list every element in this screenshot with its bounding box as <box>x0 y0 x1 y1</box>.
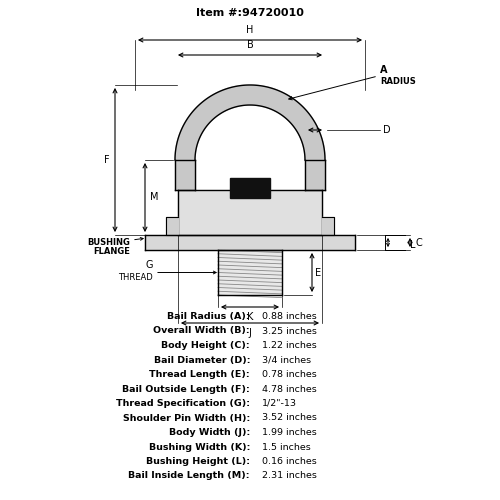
Text: Bail Outside Length (F):: Bail Outside Length (F): <box>122 384 250 394</box>
Text: A: A <box>380 65 388 75</box>
Text: Bushing Height (L):: Bushing Height (L): <box>146 457 250 466</box>
Text: 3.25 inches: 3.25 inches <box>262 326 317 336</box>
Text: BUSHING: BUSHING <box>87 238 130 247</box>
Text: L: L <box>410 240 416 250</box>
Text: J: J <box>248 328 252 338</box>
Text: H: H <box>246 25 254 35</box>
Text: Thread Length (E):: Thread Length (E): <box>150 370 250 379</box>
Text: Body Height (C):: Body Height (C): <box>162 341 250 350</box>
Text: Item #:94720010: Item #:94720010 <box>196 8 304 18</box>
Polygon shape <box>322 217 334 235</box>
Text: K: K <box>247 312 253 322</box>
Polygon shape <box>175 85 325 160</box>
Text: 1.22 inches: 1.22 inches <box>262 341 317 350</box>
Text: Bail Diameter (D):: Bail Diameter (D): <box>154 356 250 364</box>
Text: M: M <box>150 192 158 202</box>
Text: 2.31 inches: 2.31 inches <box>262 472 317 480</box>
Text: 1/2"-13: 1/2"-13 <box>262 399 297 408</box>
Text: 0.16 inches: 0.16 inches <box>262 457 317 466</box>
Text: 0.78 inches: 0.78 inches <box>262 370 317 379</box>
Text: B: B <box>246 40 254 50</box>
Text: Shoulder Pin Width (H):: Shoulder Pin Width (H): <box>123 414 250 422</box>
Text: 1.5 inches: 1.5 inches <box>262 442 311 452</box>
Text: E: E <box>315 268 321 278</box>
Text: Bail Radius (A):: Bail Radius (A): <box>168 312 250 321</box>
Text: FLANGE: FLANGE <box>93 247 130 256</box>
Polygon shape <box>218 250 282 295</box>
Polygon shape <box>305 160 325 190</box>
Polygon shape <box>178 190 322 235</box>
Text: Thread Specification (G):: Thread Specification (G): <box>116 399 250 408</box>
Text: D: D <box>383 125 390 135</box>
Text: RADIUS: RADIUS <box>380 78 416 86</box>
Text: 0.88 inches: 0.88 inches <box>262 312 317 321</box>
Polygon shape <box>175 160 195 190</box>
Text: F: F <box>104 155 110 165</box>
Text: 3.52 inches: 3.52 inches <box>262 414 317 422</box>
Text: Bail Inside Length (M):: Bail Inside Length (M): <box>128 472 250 480</box>
Text: C: C <box>415 238 422 248</box>
Text: Body Width (J):: Body Width (J): <box>169 428 250 437</box>
Text: 1.99 inches: 1.99 inches <box>262 428 317 437</box>
Text: 4.78 inches: 4.78 inches <box>262 384 317 394</box>
Text: Overall Width (B):: Overall Width (B): <box>154 326 250 336</box>
Text: THREAD: THREAD <box>118 273 153 282</box>
Text: G: G <box>146 260 153 270</box>
Polygon shape <box>230 178 270 198</box>
Polygon shape <box>145 235 355 250</box>
Polygon shape <box>166 217 178 235</box>
Text: Bushing Width (K):: Bushing Width (K): <box>148 442 250 452</box>
Text: 3/4 inches: 3/4 inches <box>262 356 311 364</box>
